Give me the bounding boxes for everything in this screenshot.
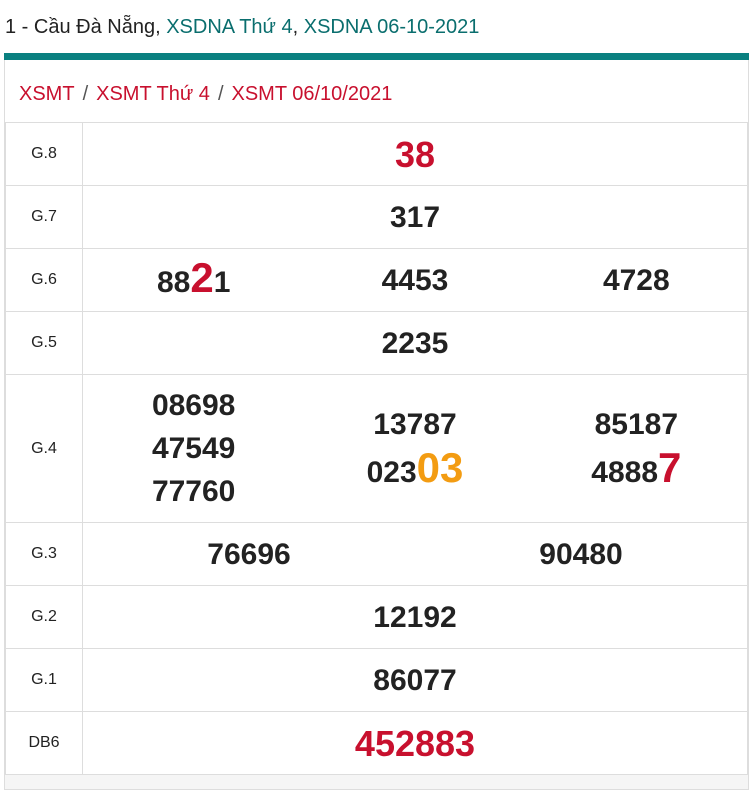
- prize-values: 12192: [82, 585, 748, 649]
- accent-bar: [4, 53, 749, 60]
- number-digits: 4453: [381, 263, 449, 297]
- prize-label: G.6: [5, 248, 83, 312]
- prize-number: 08698: [83, 384, 304, 427]
- prize-column: 12192: [83, 596, 747, 639]
- number-digits: 2235: [381, 326, 449, 360]
- breadcrumb-xsmt[interactable]: XSMT: [19, 83, 75, 105]
- number-digits: 08698: [151, 389, 236, 422]
- prize-label: DB6: [5, 711, 83, 775]
- prize-values: 76696 90480: [82, 522, 748, 586]
- prize-column: 38: [83, 133, 747, 176]
- prize-number: 4453: [304, 259, 525, 302]
- prize-label: G.5: [5, 311, 83, 375]
- number-digits: 13787: [373, 408, 457, 441]
- prize-column: 90480: [415, 533, 747, 576]
- prize-row: DB6 452883: [5, 711, 748, 775]
- number-digits: 4728: [602, 263, 670, 297]
- prize-label: G.3: [5, 522, 83, 586]
- number-digits: 4888: [591, 456, 659, 489]
- prize-number: 12192: [83, 596, 747, 639]
- highlighted-digits: 03: [416, 444, 464, 491]
- prize-column: 452883: [83, 722, 747, 765]
- prize-number: 90480: [415, 533, 747, 576]
- prize-number: 86077: [83, 659, 747, 702]
- prize-label: G.1: [5, 648, 83, 712]
- number-digits: 77760: [151, 475, 236, 508]
- highlighted-digits: 2: [190, 254, 214, 301]
- prize-row: G.4 08698 47549 77760 13787 02303 85187 48887: [5, 374, 748, 523]
- prize-column: 8821: [83, 256, 304, 304]
- prize-values: 38: [82, 122, 748, 186]
- number-digits: 452883: [354, 722, 476, 764]
- prize-values: 8821 4453 4728: [82, 248, 748, 312]
- number-digits: 90480: [539, 537, 623, 571]
- breadcrumb-separator: /: [82, 83, 89, 105]
- prize-column: 317: [83, 196, 747, 239]
- breadcrumb-xsmt-date[interactable]: XSMT 06/10/2021: [231, 83, 393, 105]
- prize-row: G.8 38: [5, 122, 748, 186]
- prize-label: G.8: [5, 122, 83, 186]
- number-digits: 47549: [151, 432, 236, 465]
- prize-column: 13787 02303: [304, 403, 525, 494]
- prize-number: 85187: [526, 403, 747, 446]
- number-digits: 12192: [373, 600, 457, 634]
- prize-column: 76696: [83, 533, 415, 576]
- prize-values: 2235: [82, 311, 748, 375]
- prize-column: 85187 48887: [526, 403, 747, 494]
- number-digits: 88: [156, 266, 191, 299]
- number-digits: 317: [389, 200, 441, 234]
- highlighted-digits: 7: [658, 444, 682, 491]
- prize-number: 4728: [526, 259, 747, 302]
- number-digits: 023: [366, 456, 417, 489]
- prize-number: 13787: [304, 403, 525, 446]
- prize-number: 8821: [83, 256, 304, 304]
- prize-number: 317: [83, 196, 747, 239]
- prize-label: G.2: [5, 585, 83, 649]
- xsdna-date-link[interactable]: XSDNA 06-10-2021: [303, 16, 480, 38]
- prize-row: G.5 2235: [5, 311, 748, 375]
- breadcrumb: XSMT / XSMT Thứ 4 / XSMT 06/10/2021: [5, 60, 748, 122]
- prize-row: G.1 86077: [5, 648, 748, 712]
- prize-row: G.3 76696 90480: [5, 522, 748, 586]
- prize-number: 2235: [83, 322, 747, 365]
- number-digits: 1: [213, 266, 231, 299]
- prize-number: 38: [83, 133, 747, 176]
- prize-column: 08698 47549 77760: [83, 384, 304, 513]
- prize-label: G.4: [5, 374, 83, 523]
- prize-number: 77760: [83, 470, 304, 513]
- prize-values: 86077: [82, 648, 748, 712]
- prize-values: 317: [82, 185, 748, 249]
- breadcrumb-separator: /: [217, 83, 224, 105]
- prize-column: 4728: [526, 259, 747, 302]
- prize-values: 08698 47549 77760 13787 02303 85187 48887: [82, 374, 748, 523]
- number-digits: 85187: [594, 408, 679, 441]
- prize-number: 48887: [526, 446, 747, 494]
- prize-label: G.7: [5, 185, 83, 249]
- prize-values: 452883: [82, 711, 748, 775]
- heading-text: 1 - Cầu Đà Nẵng,: [5, 16, 167, 38]
- results-table: G.8 38 G.7 317 G.6 8821 4453 4728 G.5 2235 G.4 0869…: [5, 122, 748, 775]
- prize-number: 76696: [83, 533, 415, 576]
- prize-number: 47549: [83, 427, 304, 470]
- prize-row: G.7 317: [5, 185, 748, 249]
- number-digits: 76696: [207, 537, 291, 571]
- xsdna-weekday-link[interactable]: XSDNA Thứ 4: [166, 16, 293, 38]
- page-heading: 1 - Cầu Đà Nẵng, XSDNA Thứ 4, XSDNA 06-1…: [5, 16, 479, 39]
- prize-column: 2235: [83, 322, 747, 365]
- number-digits: 38: [394, 133, 436, 175]
- prize-row: G.6 8821 4453 4728: [5, 248, 748, 312]
- prize-column: 4453: [304, 259, 525, 302]
- prize-column: 86077: [83, 659, 747, 702]
- results-box: XSMT / XSMT Thứ 4 / XSMT 06/10/2021 G.8 38 G.7…: [4, 60, 749, 790]
- prize-number: 02303: [304, 446, 525, 494]
- prize-number: 452883: [83, 722, 747, 765]
- heading-separator: ,: [292, 16, 304, 38]
- number-digits: 86077: [373, 663, 457, 697]
- prize-row: G.2 12192: [5, 585, 748, 649]
- breadcrumb-xsmt-weekday[interactable]: XSMT Thứ 4: [96, 83, 210, 105]
